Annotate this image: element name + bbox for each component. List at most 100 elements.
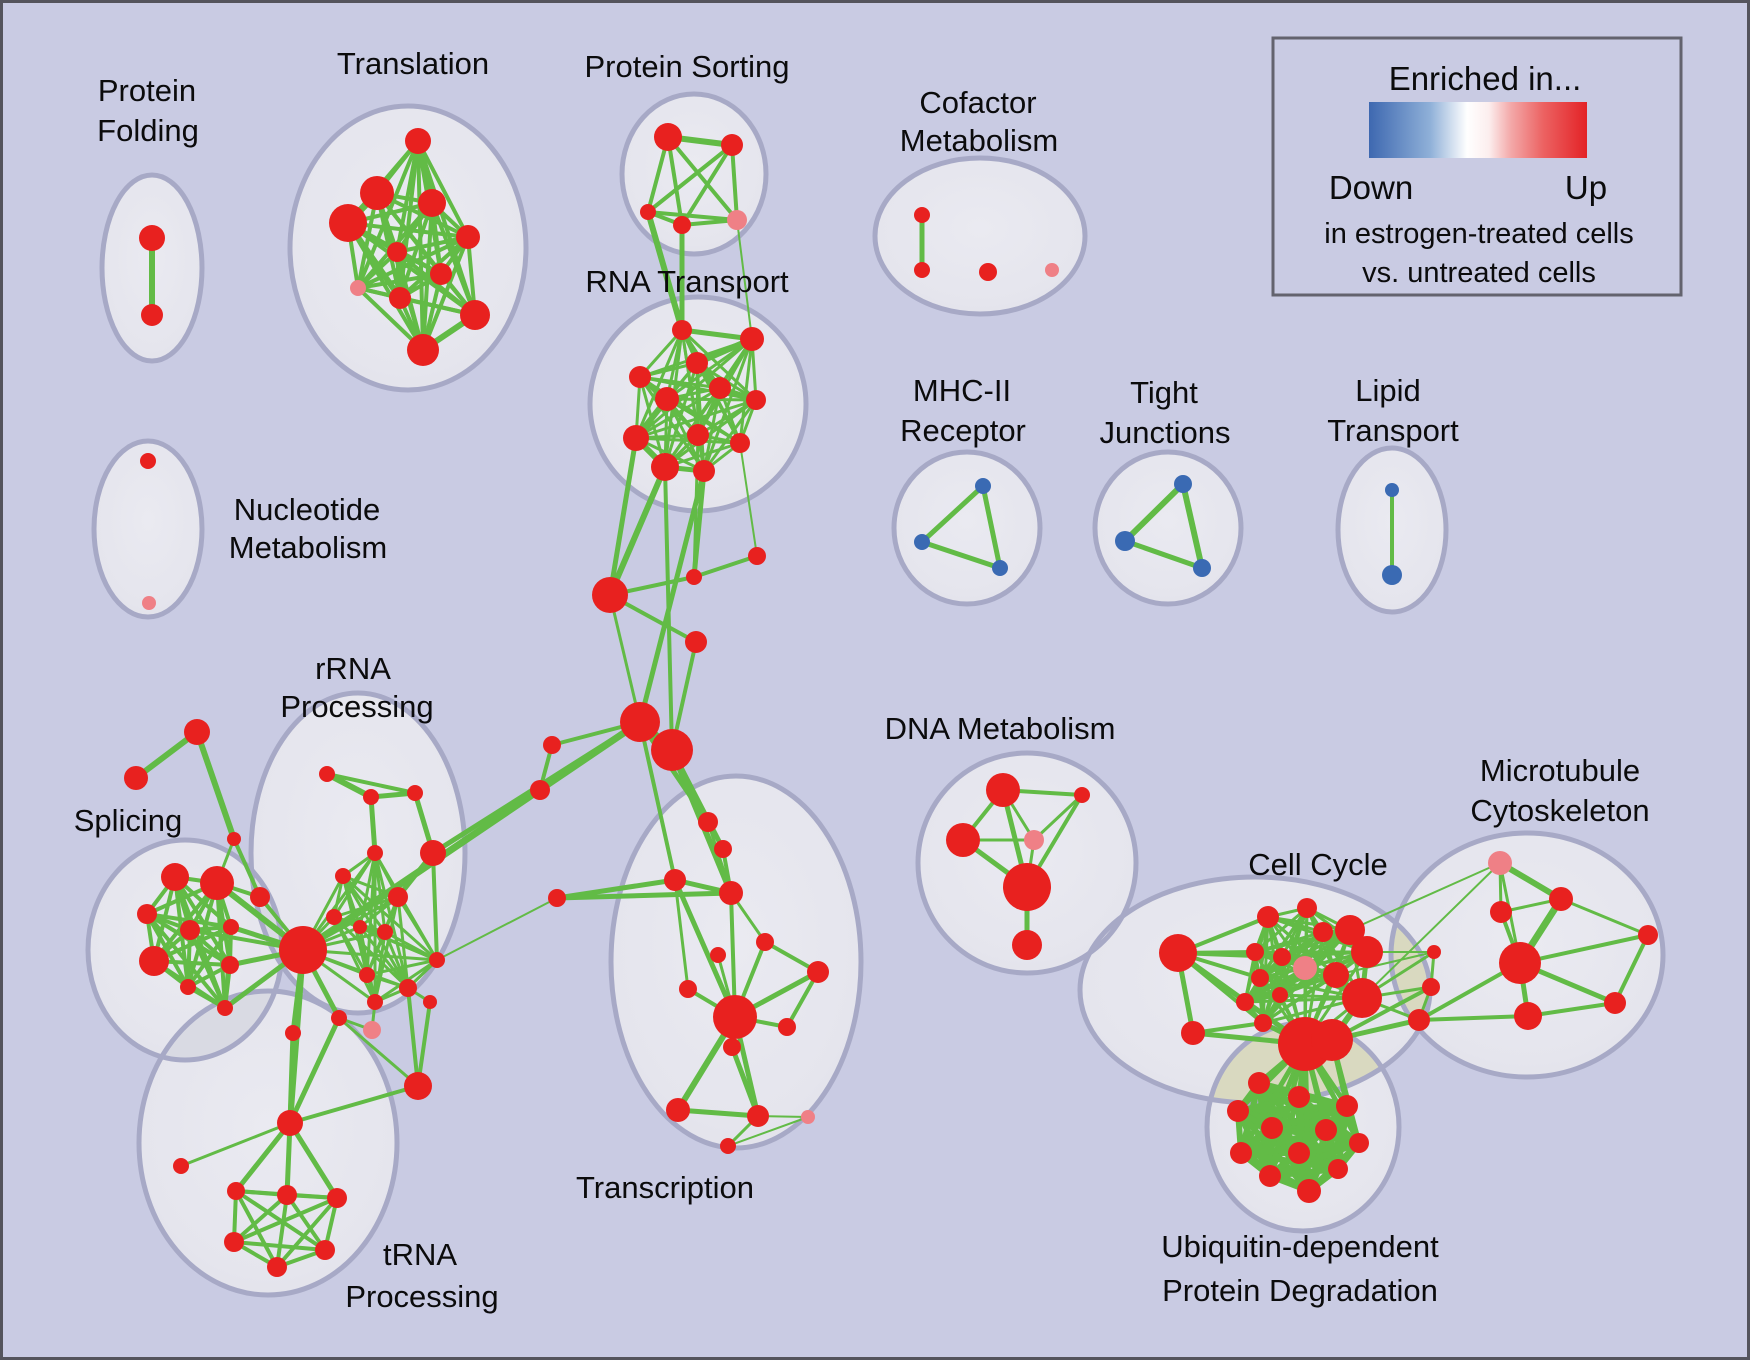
- edge-cc4-cc8: [1258, 928, 1352, 980]
- node-tc13: [747, 1105, 769, 1127]
- edge-tj1-tj2: [1122, 481, 1186, 544]
- node-ps4: [673, 216, 691, 234]
- edge-tl4-tl5: [346, 221, 470, 239]
- node-tc12: [666, 1098, 690, 1122]
- node-rt7: [746, 390, 766, 410]
- node-mh1: [975, 478, 991, 494]
- cluster-label-translation-line0: Translation: [337, 46, 489, 81]
- edge-rt5-rt12: [702, 386, 722, 473]
- edge-mh1-mh2: [919, 483, 986, 545]
- node-rr18: [404, 1072, 432, 1100]
- edge-rr9-rr12: [383, 930, 439, 962]
- legend-title: Enriched in...: [1389, 60, 1582, 97]
- node-tn7: [267, 1257, 287, 1277]
- node-rt11: [651, 453, 679, 481]
- node-sp9: [217, 1000, 233, 1016]
- node-ub2: [1288, 1086, 1310, 1108]
- edge-rr7-rr14: [332, 915, 377, 1004]
- node-ub8: [1230, 1142, 1252, 1164]
- node-rr3: [407, 785, 423, 801]
- edge-ps3-rt1: [645, 209, 685, 333]
- edge-rr10-rr12: [431, 851, 439, 962]
- edge-rt2-rt6: [665, 337, 754, 401]
- edge-tc0-hubA: [608, 593, 642, 724]
- node-tj1: [1174, 475, 1192, 493]
- cluster-outline-mhc-ii-receptor: [891, 449, 1043, 607]
- node-ub1: [1248, 1072, 1270, 1094]
- node-cc1: [1257, 906, 1279, 928]
- node-rt12: [693, 460, 715, 482]
- node-cc13: [1254, 1014, 1272, 1032]
- node-tl2: [360, 176, 394, 210]
- edge-rr7-rr11: [332, 915, 410, 990]
- edge-tn_hub-tn2: [233, 1120, 293, 1194]
- node-rr4: [367, 845, 383, 861]
- edge-tn_hub-tn1: [179, 1121, 292, 1168]
- node-dm4: [1024, 830, 1044, 850]
- cluster-label-cell-cycle-line0: Cell Cycle: [1248, 847, 1388, 882]
- node-mc3: [1427, 945, 1441, 959]
- node-rr7: [326, 909, 342, 925]
- edge-tc14-tc15: [727, 1116, 809, 1147]
- edge-rt7-rt11: [663, 398, 758, 469]
- node-mc1: [1549, 887, 1573, 911]
- edge-rr4-rr8: [358, 851, 377, 929]
- legend-caption-line-1: in estrogen-treated cells: [1324, 218, 1634, 250]
- node-ub7: [1349, 1133, 1369, 1153]
- edge-tl7-tl8: [356, 272, 443, 290]
- node-mid2: [227, 832, 241, 846]
- edge-rt1-rt7: [680, 328, 758, 402]
- cluster-label-ubiquitin-degradation-line1: Protein Degradation: [1162, 1273, 1438, 1308]
- edge-rr9-rr14: [373, 930, 387, 1004]
- node-ub4: [1336, 1095, 1358, 1117]
- edge-mc6-mc7: [1526, 1001, 1617, 1018]
- node-rr12: [429, 952, 445, 968]
- edge-mc1-mc8: [1559, 897, 1650, 937]
- edge-rt2-rt10: [738, 337, 754, 445]
- edge-dm2-dm4: [1032, 793, 1084, 842]
- cluster-outline-microtubule-cytoskeleton: [1388, 830, 1666, 1080]
- edge-tc5-rr12: [436, 897, 558, 961]
- node-tc10: [778, 1018, 796, 1036]
- cluster-label-ubiquitin-degradation-line0: Ubiquitin-dependent: [1161, 1229, 1439, 1264]
- cluster-ellipse-outlines: [85, 91, 1666, 1298]
- node-mcb: [1499, 942, 1541, 984]
- node-hubA: [620, 702, 660, 742]
- cluster-labels: Protein Folding Translation Protein Sorting…: [74, 46, 1650, 1314]
- node-mh3: [992, 560, 1008, 576]
- edge-tn3-tn5: [232, 1193, 289, 1244]
- edge-rt11-tc0: [607, 464, 668, 598]
- cluster-label-transcription-line0: Transcription: [576, 1170, 754, 1205]
- edge-cc10-mcp: [1361, 862, 1501, 999]
- node-rt4: [629, 366, 651, 388]
- cluster-outline-translation: [287, 103, 529, 393]
- node-tl11: [407, 334, 439, 366]
- cluster-label-tight-junctions-line1: Junctions: [1100, 415, 1231, 450]
- cluster-label-rrna-processing-line1: Processing: [280, 689, 433, 724]
- node-tl6: [387, 242, 407, 262]
- node-tc0: [592, 577, 628, 613]
- edge-tc12-tc13: [675, 1107, 761, 1119]
- node-mc6: [1514, 1002, 1542, 1030]
- node-rr2: [363, 789, 379, 805]
- node-rr11: [399, 979, 417, 997]
- edge-cc2-cc5: [1253, 906, 1309, 954]
- node-tr1: [184, 719, 210, 745]
- node-dm5: [1003, 863, 1051, 911]
- node-sp7: [180, 979, 196, 995]
- node-tl8: [350, 280, 366, 296]
- cluster-label-trna-processing-line0: tRNA: [383, 1237, 457, 1272]
- edge-tc0b-tc0c: [692, 554, 759, 579]
- edge-hubA-tc3: [638, 720, 677, 882]
- edge-rr2-rr4: [368, 794, 378, 856]
- node-cll: [1181, 1021, 1205, 1045]
- edge-rt8-tc0: [607, 435, 639, 598]
- edge-ps5-rt2: [736, 219, 753, 340]
- edge-tc11-tc13: [729, 1044, 761, 1119]
- node-tj3: [1193, 559, 1211, 577]
- node-mid1: [250, 887, 270, 907]
- node-cc3: [1313, 922, 1333, 942]
- edge-hubA-tc1: [637, 719, 711, 825]
- edge-mc7-mc8: [1613, 933, 1650, 1005]
- node-sp5: [223, 919, 239, 935]
